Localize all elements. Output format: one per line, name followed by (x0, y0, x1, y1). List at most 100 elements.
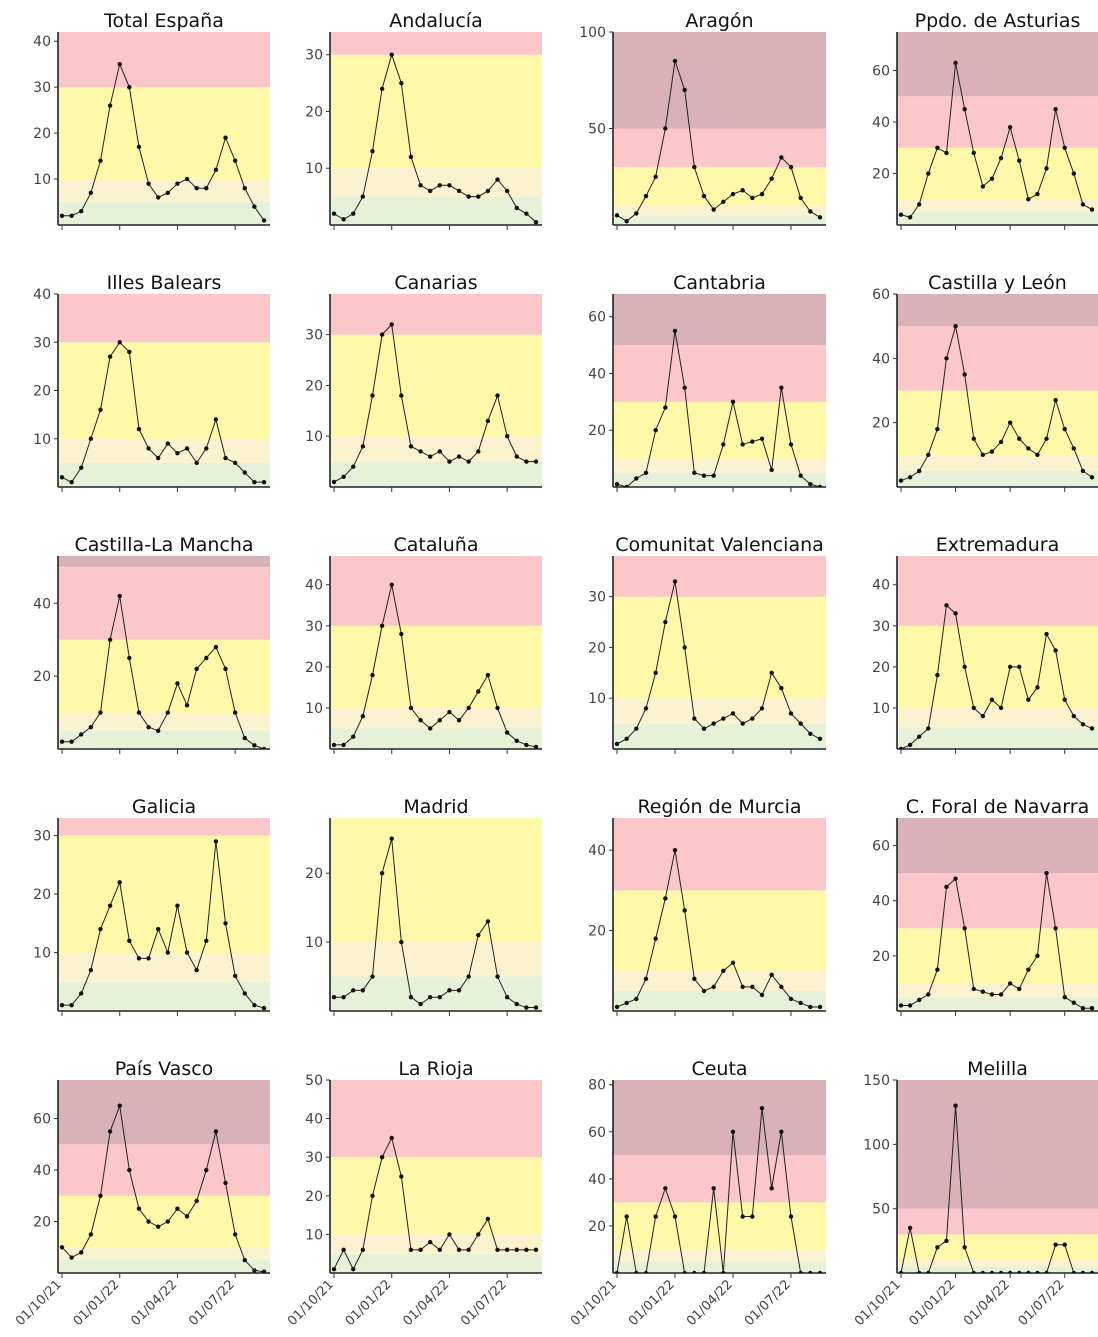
data-point (155, 926, 161, 932)
data-point (692, 164, 697, 170)
x-tick-label: 01/04/22 (128, 1277, 180, 1329)
data-point (524, 211, 529, 216)
data-point (427, 454, 433, 459)
data-point (1089, 726, 1095, 731)
data-point (242, 470, 247, 475)
data-point (184, 703, 190, 708)
panel-comunitat-valenciana: 10 20 30 Comunitat Valenciana (588, 534, 826, 754)
y-tick-label: 30 (33, 80, 51, 96)
data-point (1062, 426, 1067, 432)
y-tick-label: 30 (33, 829, 51, 845)
data-point (232, 1232, 238, 1237)
data-point (261, 746, 267, 749)
data-point (524, 742, 529, 748)
series-line (334, 584, 537, 748)
data-point (624, 1000, 629, 1006)
panel-title: Andalucía (389, 10, 482, 32)
y-tick-label: 60 (588, 1125, 606, 1141)
data-point (1080, 202, 1086, 207)
data-point (331, 479, 337, 485)
y-tick-label: 20 (33, 1215, 51, 1231)
data-point (495, 177, 500, 182)
data-point (146, 181, 151, 186)
data-point (204, 186, 209, 191)
y-tick-label: 20 (588, 1219, 606, 1235)
data-point (692, 470, 697, 476)
data-point (935, 145, 940, 150)
data-point (769, 972, 774, 978)
series-line (333, 323, 536, 483)
data-point (399, 1174, 404, 1179)
data-point (980, 184, 986, 189)
y-tick-label: 10 (305, 161, 323, 177)
data-point (98, 158, 103, 163)
data-point (1071, 1000, 1077, 1005)
panel-pa-s-vasco: 20 40 60 01/10/21 01/01/22 01/04/22 01/07/22 Pa… (13, 1058, 270, 1329)
data-point (1017, 664, 1022, 670)
y-tick-label: 10 (305, 1227, 323, 1243)
data-point (944, 884, 949, 890)
series-line (900, 326, 1093, 482)
data-point (980, 989, 986, 994)
risk-band (330, 1234, 542, 1254)
data-point (69, 213, 74, 219)
panel-title: Región de Murcia (637, 796, 801, 818)
data-point (898, 746, 904, 749)
panel-title: Cataluña (393, 534, 478, 556)
series-line (900, 604, 1093, 749)
data-point (711, 473, 716, 478)
data-point (514, 738, 519, 743)
data-point (935, 967, 940, 972)
risk-band (58, 342, 270, 439)
data-point (788, 711, 794, 716)
risk-band (897, 199, 1098, 213)
y-tick-label: 30 (872, 619, 890, 635)
panel-title: Extremadura (936, 534, 1060, 556)
risk-band (613, 345, 826, 402)
series-line (61, 341, 264, 483)
data-point (808, 1004, 813, 1010)
data-point (1044, 631, 1049, 637)
data-point (456, 718, 462, 723)
data-point (524, 1247, 529, 1253)
data-point (817, 736, 823, 742)
data-point (389, 836, 394, 841)
y-tick-label: 60 (872, 64, 890, 80)
panel-c-foral-de-navarra: 20 40 60 C. Foral de Navarra (872, 796, 1098, 1016)
data-point (136, 1206, 142, 1211)
y-tick-label: 20 (33, 384, 51, 400)
data-point (971, 150, 976, 156)
risk-band (613, 990, 826, 1011)
y-tick-label: 30 (305, 48, 323, 64)
data-point (88, 436, 94, 441)
data-point (341, 217, 346, 222)
y-tick-label: 10 (33, 172, 51, 188)
data-point (223, 1180, 228, 1186)
data-point (447, 1232, 452, 1237)
data-point (730, 1129, 736, 1134)
data-point (146, 956, 151, 961)
data-point (79, 732, 84, 737)
data-point (476, 194, 481, 199)
series-line (62, 62, 265, 221)
data-point (711, 1186, 716, 1191)
y-tick-label: 40 (872, 578, 890, 594)
risk-band (897, 1208, 1098, 1235)
y-tick-label: 80 (588, 1078, 606, 1094)
data-point (370, 974, 375, 979)
panel-extremadura: 10 20 30 40 Extremadura (872, 534, 1098, 754)
series-line (62, 841, 265, 1009)
data-point (1026, 197, 1031, 202)
series-line (334, 838, 536, 1009)
x-tick-label: 01/01/22 (71, 1277, 123, 1329)
data-point (107, 103, 113, 108)
data-point (643, 470, 649, 476)
data-point (953, 323, 958, 329)
risk-band (58, 556, 270, 567)
x-tick-label: 01/10/21 (852, 1277, 904, 1329)
data-point (701, 193, 707, 199)
data-point (730, 960, 736, 965)
data-point (971, 705, 976, 711)
data-point (614, 213, 620, 218)
data-point (1080, 722, 1086, 727)
